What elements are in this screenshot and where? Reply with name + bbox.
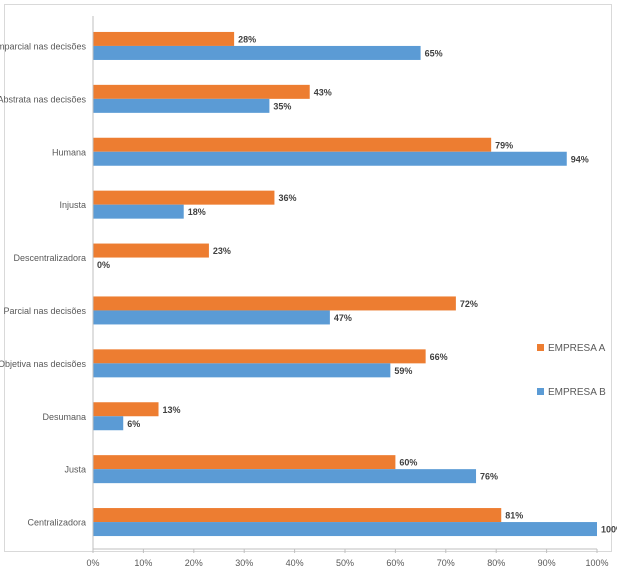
legend: EMPRESA A EMPRESA B <box>537 343 606 398</box>
data-label: 79% <box>495 140 513 150</box>
bar-empresa-b <box>93 204 184 219</box>
data-label: 72% <box>460 299 478 309</box>
data-label: 13% <box>163 405 181 415</box>
bar-empresa-b <box>93 469 477 484</box>
bar-empresa-a <box>93 402 159 417</box>
data-label: 35% <box>273 101 291 111</box>
data-label: 43% <box>314 87 332 97</box>
data-label: 28% <box>238 34 256 44</box>
x-tick-label: 50% <box>336 558 354 568</box>
data-label: 76% <box>480 472 498 482</box>
bar-empresa-a <box>93 84 310 99</box>
x-tick-label: 100% <box>585 558 608 568</box>
bar-empresa-a <box>93 508 502 523</box>
bar-empresa-a <box>93 455 396 470</box>
legend-label: EMPRESA B <box>548 387 606 398</box>
category-label: Desumana <box>42 412 86 422</box>
data-label: 65% <box>425 48 443 58</box>
x-tick-label: 60% <box>386 558 404 568</box>
data-label: 59% <box>394 366 412 376</box>
bar-empresa-a <box>93 31 235 46</box>
bar-empresa-a <box>93 243 209 258</box>
data-label: 6% <box>127 419 140 429</box>
x-tick-label: 70% <box>437 558 455 568</box>
bar-empresa-b <box>93 151 567 166</box>
bar-empresa-b <box>93 310 330 325</box>
bar-empresa-a <box>93 137 492 152</box>
legend-label: EMPRESA A <box>548 343 606 354</box>
legend-swatch <box>537 344 544 351</box>
bar-empresa-b <box>93 45 421 60</box>
data-label: 23% <box>213 246 231 256</box>
category-label: Centralizadora <box>27 518 86 528</box>
x-tick-label: 20% <box>185 558 203 568</box>
bar-empresa-b <box>93 363 391 378</box>
data-label: 100% <box>601 525 617 535</box>
labels-group: Imparcial nas decisões 28% 65% Abstrata nas… <box>0 34 617 568</box>
x-tick-label: 90% <box>538 558 556 568</box>
category-label: Justa <box>64 465 86 475</box>
legend-swatch <box>537 388 544 395</box>
category-label: Injusta <box>59 200 86 210</box>
data-label: 94% <box>571 154 589 164</box>
data-label: 81% <box>505 511 523 521</box>
x-tick-label: 80% <box>487 558 505 568</box>
category-label: Imparcial nas decisões <box>0 41 86 51</box>
category-label: Objetiva nas decisões <box>0 359 86 369</box>
data-label: 0% <box>97 260 110 270</box>
axes-group <box>92 16 598 553</box>
category-label: Descentralizadora <box>13 253 86 263</box>
x-tick-label: 0% <box>86 558 99 568</box>
bar-empresa-a <box>93 296 456 311</box>
bar-empresa-a <box>93 349 426 364</box>
data-label: 18% <box>188 207 206 217</box>
bar-empresa-b <box>93 98 270 113</box>
bar-empresa-b <box>93 522 597 537</box>
bar-empresa-b <box>93 416 124 431</box>
chart-frame <box>4 4 612 552</box>
category-label: Abstrata nas decisões <box>0 94 86 104</box>
bars-group <box>93 31 597 537</box>
category-label: Parcial nas decisões <box>3 306 86 316</box>
x-tick-label: 40% <box>286 558 304 568</box>
category-label: Humana <box>52 147 86 157</box>
x-tick-label: 10% <box>134 558 152 568</box>
data-label: 60% <box>399 458 417 468</box>
data-label: 66% <box>430 352 448 362</box>
data-label: 47% <box>334 313 352 323</box>
x-tick-label: 30% <box>235 558 253 568</box>
data-label: 36% <box>278 193 296 203</box>
bar-empresa-a <box>93 190 275 205</box>
